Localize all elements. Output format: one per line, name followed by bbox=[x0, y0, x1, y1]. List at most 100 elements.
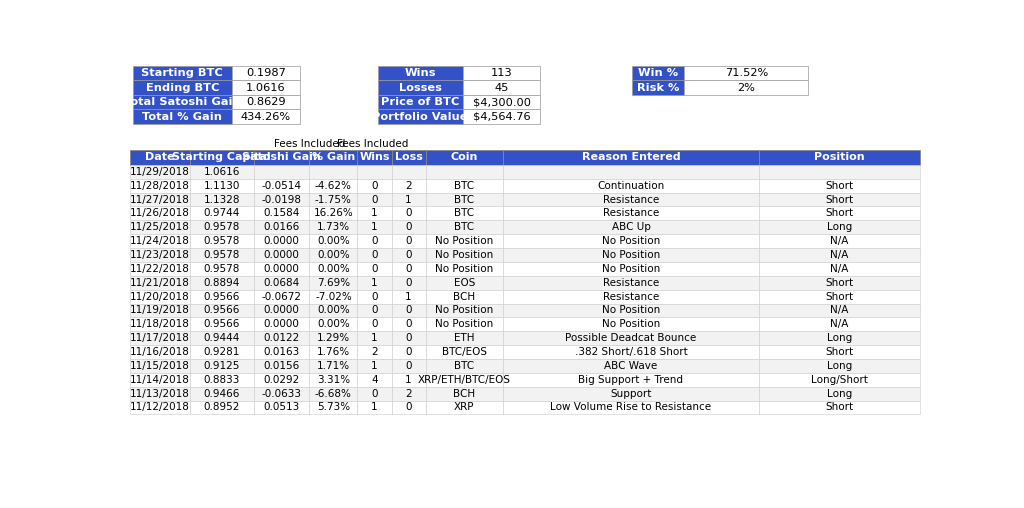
Text: 0.9744: 0.9744 bbox=[204, 208, 240, 218]
Bar bbox=[309, 220, 357, 234]
Text: 0: 0 bbox=[372, 264, 378, 274]
Text: 1: 1 bbox=[406, 195, 412, 205]
Bar bbox=[254, 290, 309, 303]
Text: 0: 0 bbox=[372, 305, 378, 315]
Bar bbox=[190, 359, 254, 373]
Text: 11/21/2018: 11/21/2018 bbox=[130, 278, 189, 288]
Text: 0.00%: 0.00% bbox=[317, 264, 350, 274]
Bar bbox=[231, 95, 300, 109]
Bar bbox=[357, 318, 391, 331]
Text: 11/28/2018: 11/28/2018 bbox=[130, 181, 189, 190]
Text: Reason Entered: Reason Entered bbox=[582, 152, 680, 162]
Bar bbox=[190, 262, 254, 276]
Text: 11/16/2018: 11/16/2018 bbox=[130, 347, 189, 357]
Bar bbox=[309, 359, 357, 373]
Text: 1: 1 bbox=[371, 402, 378, 412]
Text: EOS: EOS bbox=[454, 278, 475, 288]
Bar bbox=[254, 206, 309, 220]
Text: 11/15/2018: 11/15/2018 bbox=[130, 361, 189, 371]
Bar bbox=[759, 179, 920, 193]
Bar bbox=[130, 248, 190, 262]
Bar bbox=[130, 220, 190, 234]
Bar bbox=[309, 234, 357, 248]
Text: Big Support + Trend: Big Support + Trend bbox=[579, 375, 683, 385]
Bar bbox=[357, 303, 391, 318]
Text: BTC: BTC bbox=[455, 181, 474, 190]
Text: 0.9566: 0.9566 bbox=[204, 305, 240, 315]
Text: 1.71%: 1.71% bbox=[316, 361, 350, 371]
Text: Long/Short: Long/Short bbox=[811, 375, 868, 385]
Bar bbox=[503, 220, 759, 234]
Bar bbox=[254, 400, 309, 415]
Bar bbox=[426, 303, 503, 318]
Bar bbox=[357, 179, 391, 193]
Bar bbox=[759, 290, 920, 303]
Bar bbox=[254, 359, 309, 373]
Text: 0.0000: 0.0000 bbox=[263, 264, 299, 274]
Bar bbox=[130, 373, 190, 387]
Bar bbox=[426, 373, 503, 387]
Bar bbox=[190, 149, 254, 165]
Text: 1: 1 bbox=[371, 223, 378, 232]
Bar bbox=[503, 149, 759, 165]
Bar bbox=[378, 66, 463, 80]
Text: Position: Position bbox=[814, 152, 864, 162]
Bar bbox=[391, 400, 426, 415]
Bar bbox=[190, 373, 254, 387]
Text: 1: 1 bbox=[371, 333, 378, 343]
Bar bbox=[130, 206, 190, 220]
Bar bbox=[231, 66, 300, 80]
Text: Losses: Losses bbox=[398, 82, 441, 92]
Text: 0.1987: 0.1987 bbox=[246, 68, 286, 78]
Text: N/A: N/A bbox=[830, 320, 849, 329]
Text: BTC: BTC bbox=[455, 361, 474, 371]
Bar bbox=[130, 345, 190, 359]
Bar bbox=[426, 165, 503, 179]
Text: BTC: BTC bbox=[455, 195, 474, 205]
Text: 11/17/2018: 11/17/2018 bbox=[130, 333, 189, 343]
Bar bbox=[130, 400, 190, 415]
Text: N/A: N/A bbox=[830, 250, 849, 260]
Text: 11/27/2018: 11/27/2018 bbox=[130, 195, 189, 205]
Text: -0.0198: -0.0198 bbox=[261, 195, 301, 205]
Text: ABC Up: ABC Up bbox=[611, 223, 650, 232]
Text: Long: Long bbox=[826, 389, 852, 399]
Bar bbox=[254, 165, 309, 179]
Bar bbox=[133, 80, 231, 95]
Text: Resistance: Resistance bbox=[603, 195, 659, 205]
Bar bbox=[357, 206, 391, 220]
Text: Starting BTC: Starting BTC bbox=[141, 68, 223, 78]
Text: N/A: N/A bbox=[830, 264, 849, 274]
Text: -0.0672: -0.0672 bbox=[261, 292, 301, 302]
Text: 0.9566: 0.9566 bbox=[204, 320, 240, 329]
Text: 1.0616: 1.0616 bbox=[204, 167, 240, 177]
Bar bbox=[759, 276, 920, 290]
Bar bbox=[309, 331, 357, 345]
Text: 2%: 2% bbox=[737, 82, 756, 92]
Bar bbox=[759, 387, 920, 400]
Bar bbox=[130, 331, 190, 345]
Text: Satoshi Gain: Satoshi Gain bbox=[242, 152, 321, 162]
Text: 0.0684: 0.0684 bbox=[263, 278, 300, 288]
Bar bbox=[309, 193, 357, 206]
Bar bbox=[684, 66, 809, 80]
Bar bbox=[190, 206, 254, 220]
Text: 0: 0 bbox=[406, 250, 412, 260]
Bar bbox=[632, 80, 684, 95]
Bar bbox=[391, 331, 426, 345]
Bar bbox=[190, 387, 254, 400]
Text: Win %: Win % bbox=[638, 68, 678, 78]
Bar bbox=[503, 345, 759, 359]
Bar bbox=[463, 66, 541, 80]
Bar bbox=[357, 387, 391, 400]
Text: BCH: BCH bbox=[454, 389, 475, 399]
Text: Short: Short bbox=[825, 278, 854, 288]
Bar bbox=[130, 149, 190, 165]
Text: Possible Deadcat Bounce: Possible Deadcat Bounce bbox=[565, 333, 696, 343]
Bar bbox=[309, 149, 357, 165]
Text: 0: 0 bbox=[372, 181, 378, 190]
Text: 0: 0 bbox=[372, 195, 378, 205]
Bar bbox=[190, 220, 254, 234]
Text: Long: Long bbox=[826, 361, 852, 371]
Text: Total % Gain: Total % Gain bbox=[142, 112, 222, 122]
